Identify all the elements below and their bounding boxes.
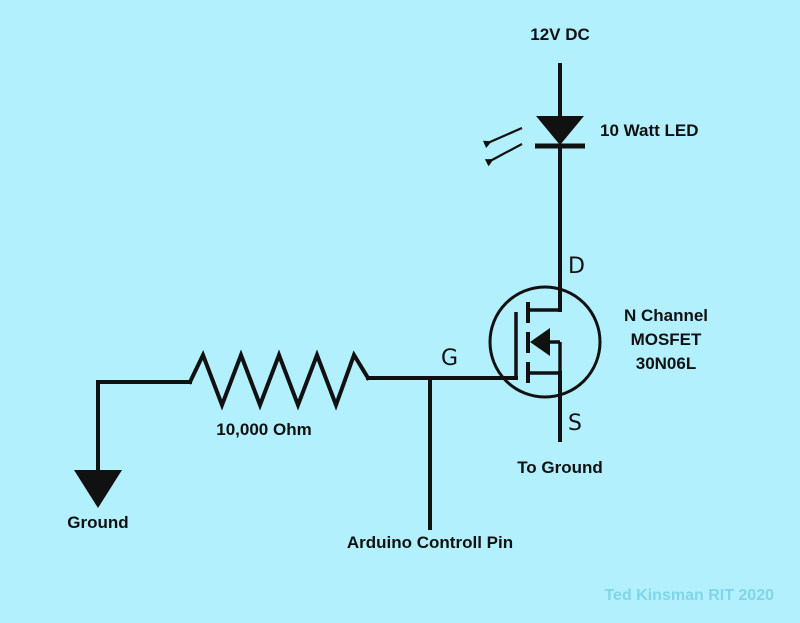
- credit-watermark: Ted Kinsman RIT 2020: [604, 587, 774, 604]
- resistor-label: 10,000 Ohm: [216, 420, 311, 439]
- mosfet-label-line2: MOSFET: [631, 330, 702, 349]
- diode-led-icon: [482, 116, 585, 167]
- arduino-pin-label: Arduino Controll Pin: [347, 533, 513, 552]
- to-ground-label: To Ground: [517, 458, 603, 477]
- ground-label: Ground: [67, 513, 128, 532]
- light-arrow-icon: [484, 143, 523, 167]
- resistor-zigzag-icon: [187, 349, 371, 411]
- mosfet-label-line1: N Channel: [624, 306, 708, 325]
- gate-pin-label: G: [441, 346, 458, 371]
- n-channel-mosfet-icon: [488, 285, 602, 399]
- ground-triangle-icon: [74, 470, 122, 508]
- drain-pin-label: D: [568, 254, 585, 279]
- mosfet-label-line3: 30N06L: [636, 354, 696, 373]
- source-pin-label: S: [568, 411, 582, 436]
- ground-wire: [96, 380, 192, 472]
- light-arrow-icon: [482, 126, 523, 149]
- supply-label: 12V DC: [530, 25, 590, 44]
- led-label: 10 Watt LED: [600, 121, 699, 140]
